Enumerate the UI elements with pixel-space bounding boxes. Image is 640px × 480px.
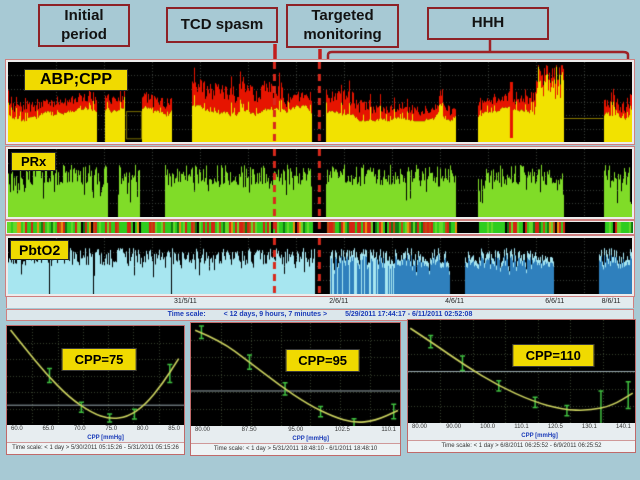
date-label: 2/6/11 [329,298,349,305]
cpp95-panel: CPP=95 80.00 87.50 95.00 102.5 110.1 CPP [mm… [190,322,401,456]
cpp75-chart-canvas [7,326,184,425]
date-label: 4/6/11 [445,298,465,305]
x-tick-label: 60.0 [11,426,23,432]
x-tick-label: 140.1 [615,424,631,430]
cpp95-x-ticks: 80.00 87.50 95.00 102.5 110.1 [191,426,400,435]
x-tick-label: 87.50 [241,427,257,433]
cpp75-time-scale: Time scale: < 1 day > 5/30/2011 05:15:26… [7,442,184,454]
annotation-initial-period: Initial period [38,4,130,47]
time-scale-window: < 12 days, 9 hours, 7 minutes > [223,311,328,318]
cpp110-x-ticks: 80.00 90.00 100.0 110.1 120.5 130.1 140.1 [408,423,635,432]
annotation-tcd-spasm-label: TCD spasm [180,15,264,33]
x-tick-label: 80.00 [195,427,211,433]
cpp110-time-scale: Time scale: < 1 day > 6/8/2011 06:25:52 … [408,440,635,452]
date-label: 31/5/11 [173,298,197,305]
x-tick-label: 70.0 [73,426,86,432]
time-scale-bar: Time scale: < 12 days, 9 hours, 7 minute… [6,309,634,321]
cpp110-panel: CPP=110 80.00 90.00 100.0 110.1 120.5 130.1 14… [407,319,636,453]
x-tick-label: 80.00 [412,424,428,430]
x-tick-label: 120.5 [547,424,563,430]
annotation-targeted-monitoring-label: Targeted monitoring [303,7,382,43]
cpp95-label: CPP=95 [285,349,361,372]
date-label: 6/6/11 [545,298,565,305]
pbto2-trend-panel: PbtO2 [5,235,635,297]
pbto2-trend-canvas [8,238,632,294]
annotation-tcd-spasm: TCD spasm [166,7,278,43]
x-tick-label: 75.0 [105,426,118,432]
cpp110-label: CPP=110 [512,344,594,367]
date-label: 8/6/11 [601,298,621,305]
prx-classification-band [5,220,635,235]
cpp75-label: CPP=75 [61,348,137,371]
x-tick-label: 130.1 [581,424,597,430]
x-tick-label: 90.00 [446,424,462,430]
x-tick-label: 110.1 [381,427,396,433]
cpp75-x-axis-label: CPP [mmHg] [87,435,124,441]
x-tick-label: 110.1 [514,424,529,430]
hhh-bracket [326,50,630,60]
prx-label: PRx [11,152,57,171]
annotation-hhh: HHH [427,7,549,40]
annotation-initial-period-label: Initial period [61,6,107,43]
abp-cpp-trend-panel: ABP;CPP [5,59,635,145]
cpp75-x-ticks: 60.0 65.0 70.0 75.0 80.0 85.0 [7,425,184,434]
time-scale-range: 5/29/2011 17:44:17 - 6/11/2011 02:52:08 [345,311,473,318]
annotation-targeted-monitoring: Targeted monitoring [286,4,399,48]
annotation-hhh-label: HHH [471,14,505,32]
cpp95-chart-canvas [191,323,400,426]
abp-cpp-label: ABP;CPP [24,69,129,91]
cpp75-panel: CPP=75 60.0 65.0 70.0 75.0 80.0 85.0 CPP [mmH… [6,325,185,455]
x-tick-label: 85.0 [168,426,180,432]
prx-trend-canvas [8,149,632,217]
time-scale-label: Time scale: [167,311,206,318]
x-tick-label: 65.0 [42,426,55,432]
x-tick-label: 80.0 [136,426,149,432]
x-tick-label: 102.5 [334,427,350,433]
pbto2-label: PbtO2 [10,240,70,260]
prx-classification-band-canvas [7,222,633,233]
date-axis: 31/5/11 2/6/11 4/6/11 6/6/11 8/6/11 [6,297,634,308]
x-tick-label: 100.0 [480,424,496,430]
cpp95-x-axis-label: CPP [mmHg] [292,436,329,442]
prx-trend-panel: PRx [5,146,635,220]
x-tick-label: 95.00 [288,427,304,433]
cpp95-time-scale: Time scale: < 1 day > 5/31/2011 18:48:10… [191,443,400,455]
cpp110-x-axis-label: CPP [mmHg] [521,433,558,439]
cpp110-chart-canvas [408,320,635,423]
